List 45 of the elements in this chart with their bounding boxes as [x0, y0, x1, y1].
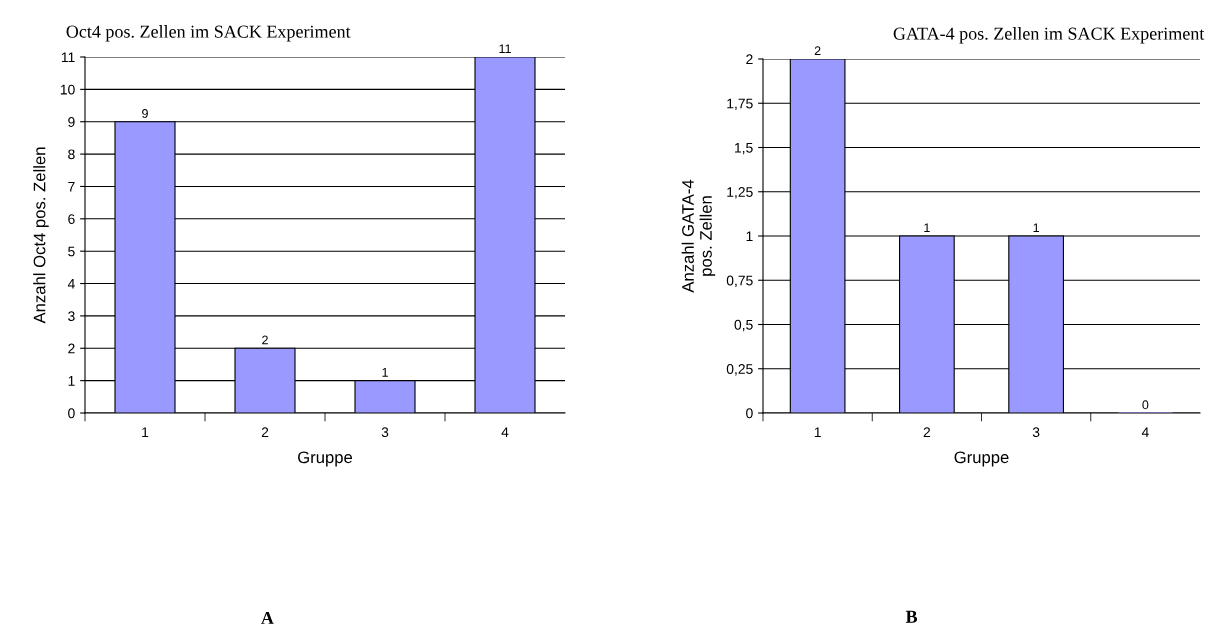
- x-axis-title: Gruppe: [954, 451, 1009, 467]
- y-tick-label: 0: [746, 408, 753, 419]
- y-tick-label: 7: [68, 181, 75, 192]
- y-tick-label: 0,5: [734, 319, 753, 332]
- x-tick-label: 2: [261, 427, 269, 437]
- y-tick-label: 1: [68, 376, 75, 386]
- y-tick-label: 0: [68, 408, 75, 419]
- y-tick-label: 2: [68, 343, 75, 354]
- y-tick-label: 8: [68, 149, 75, 160]
- chart-title: Oct4 pos. Zellen im SACK Experiment: [66, 25, 351, 42]
- text: A: [261, 611, 274, 624]
- data-label: 11: [499, 44, 511, 54]
- x-axis-title: Gruppe: [298, 451, 353, 467]
- data-label: 1: [382, 368, 388, 377]
- x-tick-label: 3: [1032, 427, 1040, 438]
- x-tick-label: 1: [814, 427, 821, 437]
- y-tick-label: 9: [68, 117, 75, 127]
- x-tick-label: 3: [381, 427, 389, 438]
- data-label: 1: [924, 223, 930, 233]
- y-tick-label: 1,5: [735, 142, 753, 155]
- y-tick-label: 1: [746, 231, 753, 242]
- x-tick-label: 2: [923, 427, 931, 437]
- data-label: 2: [262, 335, 268, 345]
- y-tick-label: 5: [68, 246, 75, 257]
- y-tick-label: 0,25: [726, 364, 753, 376]
- data-label: 0: [1142, 400, 1149, 410]
- y-tick-label: 11: [61, 52, 75, 63]
- data-label: 1: [1033, 223, 1039, 233]
- y-axis-title: Anzahl GATA-4 pos. Zellen: [681, 179, 716, 293]
- y-axis-title: Anzahl Oct4 pos. Zellen: [33, 147, 49, 324]
- x-tick-label: 4: [1141, 427, 1149, 437]
- y-tick-label: 2: [746, 54, 753, 65]
- data-label: 2: [814, 46, 821, 56]
- y-tick-label: 0,75: [726, 275, 753, 288]
- chart-title: GATA-4 pos. Zellen im SACK Experiment: [893, 27, 1205, 44]
- data-label: 9: [142, 109, 148, 118]
- y-tick-label: 10: [60, 84, 75, 95]
- y-tick-label: 1,25: [727, 187, 753, 199]
- text: B: [905, 610, 918, 623]
- y-tick-label: 1,75: [727, 98, 753, 111]
- y-tick-label: 4: [67, 279, 75, 289]
- x-tick-label: 4: [501, 427, 509, 437]
- y-tick-label: 6: [68, 214, 75, 224]
- y-tick-label: 3: [68, 311, 75, 322]
- x-tick-label: 1: [142, 427, 149, 437]
